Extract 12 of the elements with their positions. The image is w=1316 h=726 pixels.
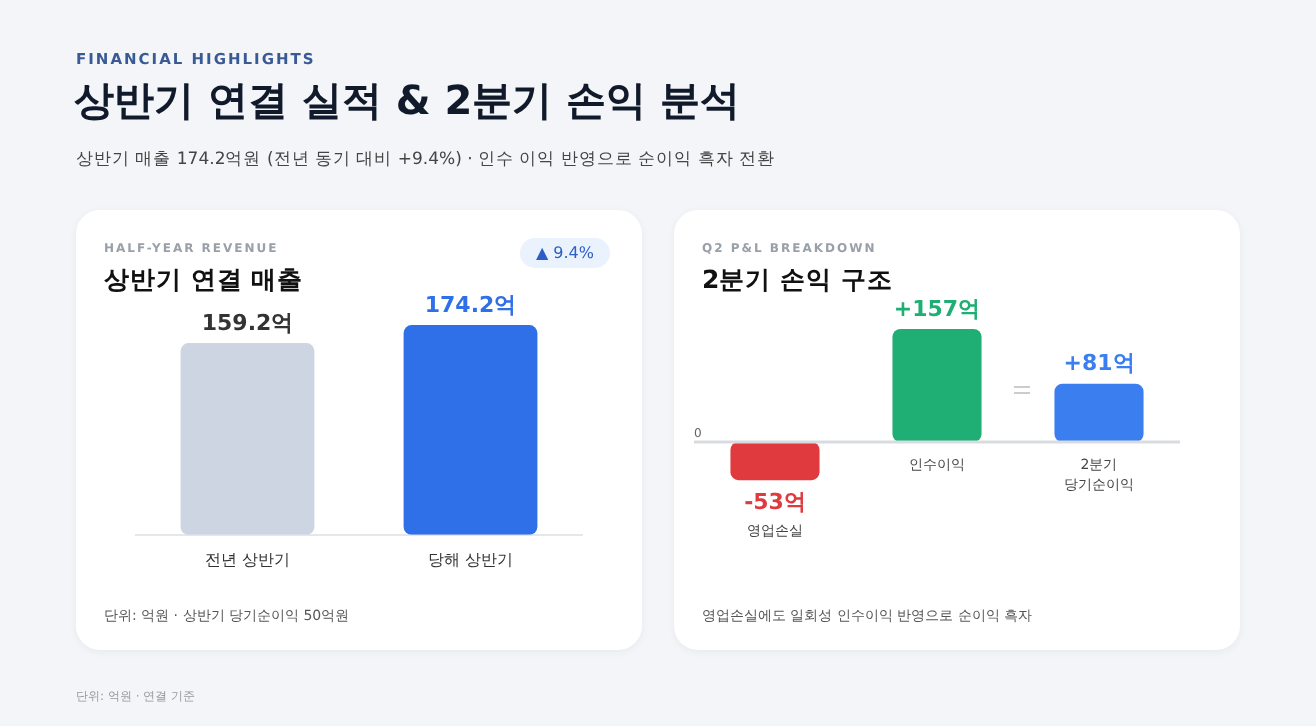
text: 상반기 매출 174.2억원 (전년 동기 대비 +9.4%) · 인수 이익 반영으로 순이익 흑자 전환 <box>76 148 776 172</box>
x-tick-label: 당해 상반기 <box>428 550 513 569</box>
data-label: -53억 <box>744 488 806 515</box>
chart-title: 상반기 연결 매출 <box>104 264 304 298</box>
data-label: 159.2억 <box>201 309 294 336</box>
text: 상반기 연결 실적 & 2분기 손익 분석 <box>74 74 741 128</box>
data-label: +81억 <box>1063 350 1135 377</box>
data-label: +157억 <box>893 295 981 322</box>
text: ▲ 9.4% <box>519 238 610 268</box>
x-tick-label: 전년 상반기 <box>205 550 290 569</box>
chart-title: 2분기 손익 구조 <box>702 264 893 298</box>
data-label: 174.2억 <box>424 291 517 318</box>
